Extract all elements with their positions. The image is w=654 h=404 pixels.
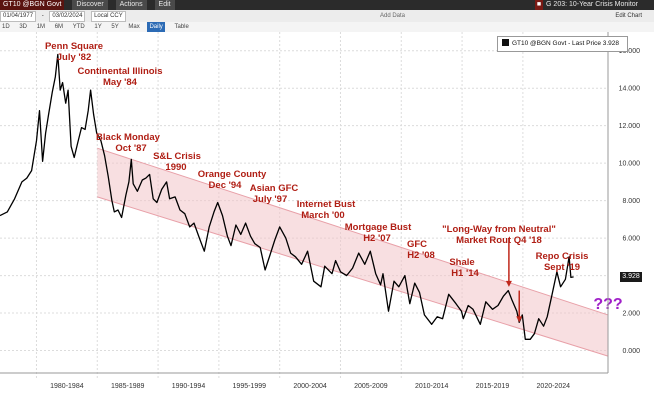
series-line [0, 53, 574, 340]
yield-chart: Penn Square July '82 Continental Illinoi… [0, 32, 654, 404]
range-button-ytd[interactable]: YTD [72, 24, 85, 30]
annotation-label: Asian GFC [250, 183, 299, 194]
window-title: G 203: 10-Year Crisis Monitor [546, 1, 638, 8]
channel-fill [97, 148, 608, 357]
x-tick-label: 1990-1994 [172, 383, 206, 390]
y-tick-label: 16.000 [619, 48, 641, 55]
edit-button[interactable]: Edit [154, 0, 175, 10]
add-data-button[interactable]: Add Data [380, 13, 406, 19]
date-separator: - [41, 13, 44, 19]
ticker-field[interactable]: GT10 @BGN Govt [0, 0, 65, 10]
x-tick-label: 1980-1984 [50, 383, 84, 390]
annotation-label: July '82 [57, 52, 91, 63]
annotation-labels: Penn Square July '82 Continental Illinoi… [45, 41, 623, 313]
actions-button[interactable]: Actions [115, 0, 147, 10]
annotation-arrows [505, 238, 523, 323]
x-tick-label: 1995-1999 [233, 383, 267, 390]
x-tick-label: 1985-1989 [111, 383, 145, 390]
end-date-field[interactable]: 03/02/2024 [49, 11, 86, 22]
annotation-label: Internet Bust [297, 199, 356, 210]
currency-select[interactable]: Local CCY [91, 11, 126, 22]
x-tick-label: 2010-2014 [415, 383, 449, 390]
annotation-label: Shale [449, 257, 474, 268]
range-button-1d[interactable]: 1D [2, 24, 10, 30]
frequency-select[interactable]: Daily [147, 22, 165, 32]
annotation-label: Black Monday [96, 132, 161, 143]
annotation-label: S&L Crisis [153, 151, 201, 162]
x-tick-label: 2005-2009 [354, 383, 388, 390]
y-tick-label: 0.000 [622, 348, 640, 355]
annotation-label: Penn Square [45, 41, 103, 52]
channel-upper-line [97, 147, 609, 316]
x-axis-ticks: 1980-1984 1985-1989 1990-1994 1995-1999 2000… [50, 383, 570, 390]
last-price-marker: 3.928 [620, 272, 642, 282]
x-tick-label: 2020-2024 [537, 383, 571, 390]
y-tick-label: 8.000 [622, 198, 640, 205]
range-button-6m[interactable]: 6M [54, 24, 64, 30]
annotation-label: Dec '94 [209, 180, 243, 191]
annotation-label: Orange County [198, 169, 267, 180]
annotation-label: Sept '19 [544, 262, 580, 273]
annotation-label: Market Rout Q4 '18 [456, 235, 542, 246]
channel-band [97, 147, 609, 357]
range-button-max[interactable]: Max [128, 24, 140, 30]
chart-legend: GT10 @BGN Govt - Last Price 3.928 [497, 36, 628, 52]
top-toolbar: GT10 @BGN Govt Discover Actions Edit ■ G … [0, 0, 654, 10]
y-tick-label: 12.000 [619, 123, 641, 130]
annotation-label: Continental Illinois [78, 66, 163, 77]
annotation-label: H2 '07 [363, 233, 391, 244]
annotation-label: 1990 [165, 162, 186, 173]
range-button-3d[interactable]: 3D [19, 24, 28, 30]
annotation-label: May '84 [103, 77, 138, 88]
edit-chart-button[interactable]: Edit Chart [615, 13, 642, 19]
annotation-label: March '00 [301, 210, 344, 221]
legend-swatch [502, 39, 509, 46]
annotation-label: GFC [407, 239, 427, 250]
annotation-label: H2 '08 [407, 250, 435, 261]
y-tick-label: 10.000 [619, 161, 641, 168]
annotation-label: July '97 [253, 194, 287, 205]
annotation-arrowhead [516, 316, 523, 323]
start-date-field[interactable]: 01/04/1977 [0, 11, 37, 22]
y-tick-label: 6.000 [622, 236, 640, 243]
table-button[interactable]: Table [174, 24, 189, 30]
annotation-label: "Long-Way from Neutral" [442, 224, 556, 235]
y-tick-label: 14.000 [619, 86, 641, 93]
discover-button[interactable]: Discover [72, 0, 108, 10]
channel-lower-line [97, 196, 609, 357]
x-tick-label: 2015-2019 [476, 383, 510, 390]
range-button-1y[interactable]: 1Y [94, 24, 102, 30]
x-tick-label: 2000-2004 [293, 383, 327, 390]
chart-icon: ■ [534, 0, 544, 10]
grid-lines [0, 32, 608, 379]
annotation-label: Repo Crisis [536, 251, 589, 262]
annotation-label: Mortgage Bust [345, 222, 412, 233]
series-line-path [0, 53, 574, 340]
y-tick-label: 2.000 [622, 311, 640, 318]
legend-label: GT10 @BGN Govt - Last Price 3.928 [512, 40, 620, 47]
plot-background [0, 32, 654, 404]
range-button-1m[interactable]: 1M [36, 24, 46, 30]
window-title-area: ■ G 203: 10-Year Crisis Monitor [534, 0, 644, 10]
range-button-5y[interactable]: 5Y [111, 24, 119, 30]
annotation-label: Oct '87 [115, 143, 146, 154]
annotation-arrowhead [505, 280, 512, 287]
annotation-label: H1 '14 [451, 268, 479, 279]
